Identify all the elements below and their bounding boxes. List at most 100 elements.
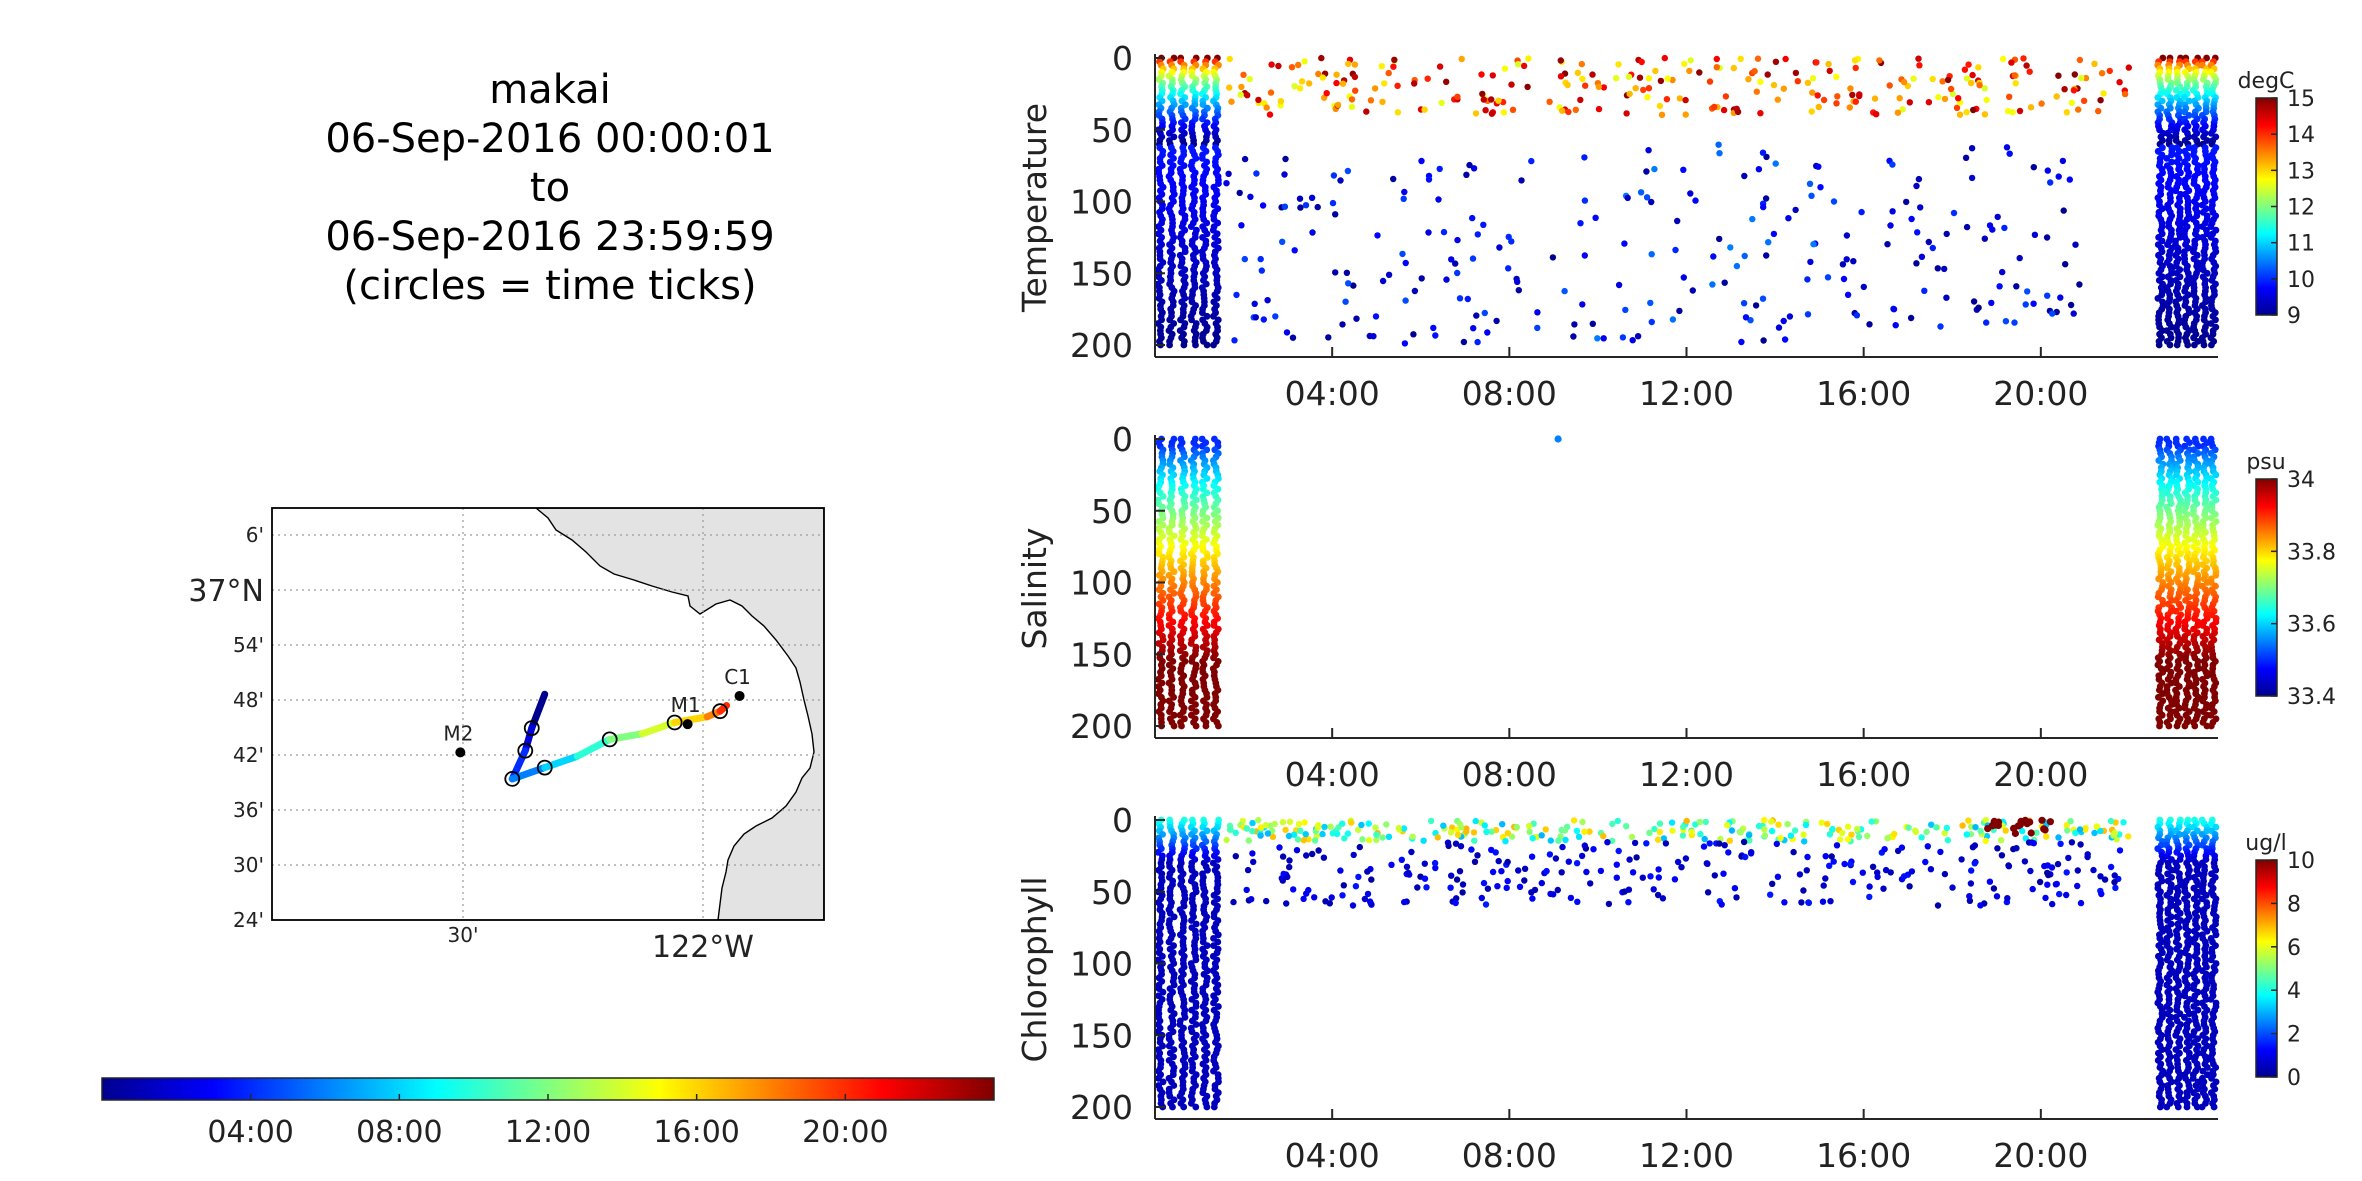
chlorophyll-point <box>1728 827 1736 834</box>
temperature-point <box>1687 57 1694 64</box>
chlorophyll-point <box>1836 836 1844 843</box>
chlorophyll-point <box>1489 868 1497 876</box>
chlorophyll-point <box>1934 902 1942 909</box>
chlorophyll-point <box>1908 868 1916 875</box>
temperature-colorbar-tick-label: 11 <box>2287 232 2315 257</box>
salinity-point <box>1166 708 1173 715</box>
temperature-point <box>1454 236 1461 244</box>
temperature-point <box>1166 341 1173 349</box>
temperature-point <box>1981 235 1989 242</box>
temperature-point <box>1983 96 1990 104</box>
chlorophyll-point <box>1559 843 1566 851</box>
chlorophyll-point <box>1529 895 1536 902</box>
temperature-point <box>1390 175 1397 183</box>
temperature-point <box>2038 100 2045 107</box>
chlorophyll-point <box>1733 894 1740 901</box>
time-tick-circle <box>712 703 728 720</box>
temperature-point <box>1400 195 1407 202</box>
temperature-point <box>1272 313 1279 320</box>
chlorophyll-point <box>1427 817 1435 825</box>
chlorophyll-point <box>1787 832 1795 839</box>
temperature-point <box>1918 253 1926 260</box>
temperature-point <box>1484 329 1491 336</box>
chlorophyll-point <box>1309 850 1316 858</box>
temperature-point <box>2070 310 2077 317</box>
station-marker <box>734 690 745 701</box>
chlorophyll-point <box>1365 820 1372 827</box>
temperature-point <box>1890 306 1898 313</box>
chlorophyll-point <box>2163 1103 2171 1111</box>
chlorophyll-point <box>2125 833 2132 840</box>
time-tick-circle <box>666 714 683 731</box>
temperature-point <box>1283 329 1291 336</box>
chlorophyll-point <box>1285 832 1293 840</box>
temperature-point <box>1421 106 1428 113</box>
chlorophyll-point <box>1968 867 1975 874</box>
temperature-point <box>1917 204 1924 211</box>
temperature-point <box>1488 110 1496 117</box>
temperature-point <box>1460 338 1468 346</box>
temperature-point <box>1240 71 1247 79</box>
temperature-point <box>1505 233 1512 241</box>
temperature-point <box>2059 157 2067 165</box>
temperature-point <box>1834 93 1841 100</box>
chlorophyll-point <box>1192 956 1200 964</box>
time-tick-circle <box>504 771 521 787</box>
chlorophyll-point <box>1311 837 1319 844</box>
time-tick-circle <box>601 731 618 748</box>
temperature-colorbar-tick-label: 15 <box>2287 87 2315 112</box>
temperature-point <box>1188 316 1195 324</box>
temperature-point <box>1941 265 1948 273</box>
chlorophyll-point <box>2063 822 2070 829</box>
chlorophyll-point <box>2029 885 2036 893</box>
chlorophyll-point <box>2033 829 2040 836</box>
temperature-point <box>1637 189 1645 196</box>
chlorophyll-point <box>1629 869 1637 876</box>
chlorophyll-point <box>1531 886 1539 894</box>
temperature-point <box>1775 324 1783 331</box>
chlorophyll-point <box>1660 835 1668 842</box>
temperature-point <box>1661 54 1669 62</box>
temperature-point <box>1806 180 1814 187</box>
salinity-y-tick-label: 100 <box>1070 564 1133 603</box>
chlorophyll-point <box>1432 864 1439 872</box>
temperature-point <box>1279 238 1286 245</box>
chlorophyll-point <box>1613 861 1621 868</box>
track-segment <box>521 724 536 755</box>
chlorophyll-point <box>1414 884 1421 891</box>
chlorophyll-point <box>1337 867 1344 874</box>
chlorophyll-point <box>2116 847 2124 854</box>
temperature-point <box>2166 341 2174 349</box>
temperature-point <box>2044 292 2051 299</box>
chlorophyll-point <box>1170 913 1178 921</box>
temperature-point <box>1807 258 1814 266</box>
chlorophyll-point <box>1669 827 1676 834</box>
track-segment <box>606 730 646 743</box>
temperature-point <box>1915 55 1922 62</box>
temperature-point <box>2168 323 2175 331</box>
chlorophyll-point <box>1898 844 1906 851</box>
temperature-point <box>2207 223 2215 231</box>
temperature-point <box>1237 91 1244 98</box>
chlorophyll-point <box>1245 837 1253 844</box>
temperature-point <box>1963 109 1970 116</box>
chlorophyll-point <box>1574 898 1581 905</box>
chlorophyll-point <box>2084 853 2091 861</box>
temperature-point <box>1470 325 1477 332</box>
temperature-point <box>1792 69 1800 77</box>
temperature-point <box>1571 321 1578 328</box>
chlorophyll-point <box>1704 889 1712 896</box>
temperature-point <box>1187 223 1195 231</box>
temperature-point <box>1345 60 1352 68</box>
temperature-point <box>1252 314 1260 321</box>
chlorophyll-point <box>1802 821 1810 829</box>
temperature-point <box>1463 171 1470 178</box>
temperature-point <box>2200 341 2208 349</box>
map-area: C1 M1 M2 <box>272 508 824 920</box>
chlorophyll-point <box>1525 822 1533 830</box>
temperature-point <box>1589 320 1597 327</box>
temperature-point <box>1727 244 1734 251</box>
temperature-colorbar-unit: degC <box>2238 69 2295 94</box>
chlorophyll-point <box>1972 824 1979 831</box>
temperature-point <box>1804 79 1812 87</box>
